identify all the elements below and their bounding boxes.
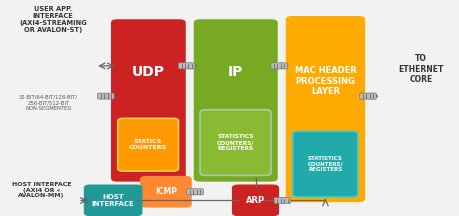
FancyBboxPatch shape	[292, 131, 357, 197]
Text: STATISTICS
COUNTERS/
REGISTERS: STATISTICS COUNTERS/ REGISTERS	[307, 156, 342, 172]
Text: TO
ETHERNET
CORE: TO ETHERNET CORE	[397, 54, 442, 84]
FancyBboxPatch shape	[97, 93, 114, 99]
Text: UDP: UDP	[132, 65, 164, 79]
FancyBboxPatch shape	[286, 17, 364, 201]
FancyBboxPatch shape	[186, 189, 203, 195]
Text: USER APP.
INTERFACE
(AXI4-STREAMING
OR AVALON-ST): USER APP. INTERFACE (AXI4-STREAMING OR A…	[19, 6, 87, 33]
Text: STATICS
COUNTERS: STATICS COUNTERS	[129, 139, 167, 150]
FancyBboxPatch shape	[194, 20, 276, 181]
Text: HOST
INTERFACE: HOST INTERFACE	[92, 194, 134, 207]
FancyBboxPatch shape	[359, 93, 375, 99]
Text: MAC HEADER
PROCESSING
LAYER: MAC HEADER PROCESSING LAYER	[294, 66, 356, 96]
Text: 32-BIT/64-BIT/128-BIT/
256-BIT/512-BIT
NON-SEGMENTED: 32-BIT/64-BIT/128-BIT/ 256-BIT/512-BIT N…	[19, 94, 78, 111]
FancyBboxPatch shape	[178, 63, 195, 69]
FancyBboxPatch shape	[232, 185, 278, 215]
Text: ARP: ARP	[246, 196, 264, 205]
FancyBboxPatch shape	[270, 63, 287, 69]
FancyBboxPatch shape	[112, 20, 185, 181]
FancyBboxPatch shape	[118, 118, 178, 171]
Text: ICMP: ICMP	[155, 187, 176, 196]
Text: HOST INTERFACE
(AXI4 OR «
AVALON-MM): HOST INTERFACE (AXI4 OR « AVALON-MM)	[11, 182, 71, 198]
FancyBboxPatch shape	[274, 197, 290, 203]
FancyBboxPatch shape	[140, 177, 190, 207]
FancyBboxPatch shape	[200, 110, 270, 175]
Text: STATISTICS
COUNTERS/
REGISTERS: STATISTICS COUNTERS/ REGISTERS	[216, 134, 254, 151]
Text: IP: IP	[228, 65, 243, 79]
FancyBboxPatch shape	[84, 185, 141, 215]
